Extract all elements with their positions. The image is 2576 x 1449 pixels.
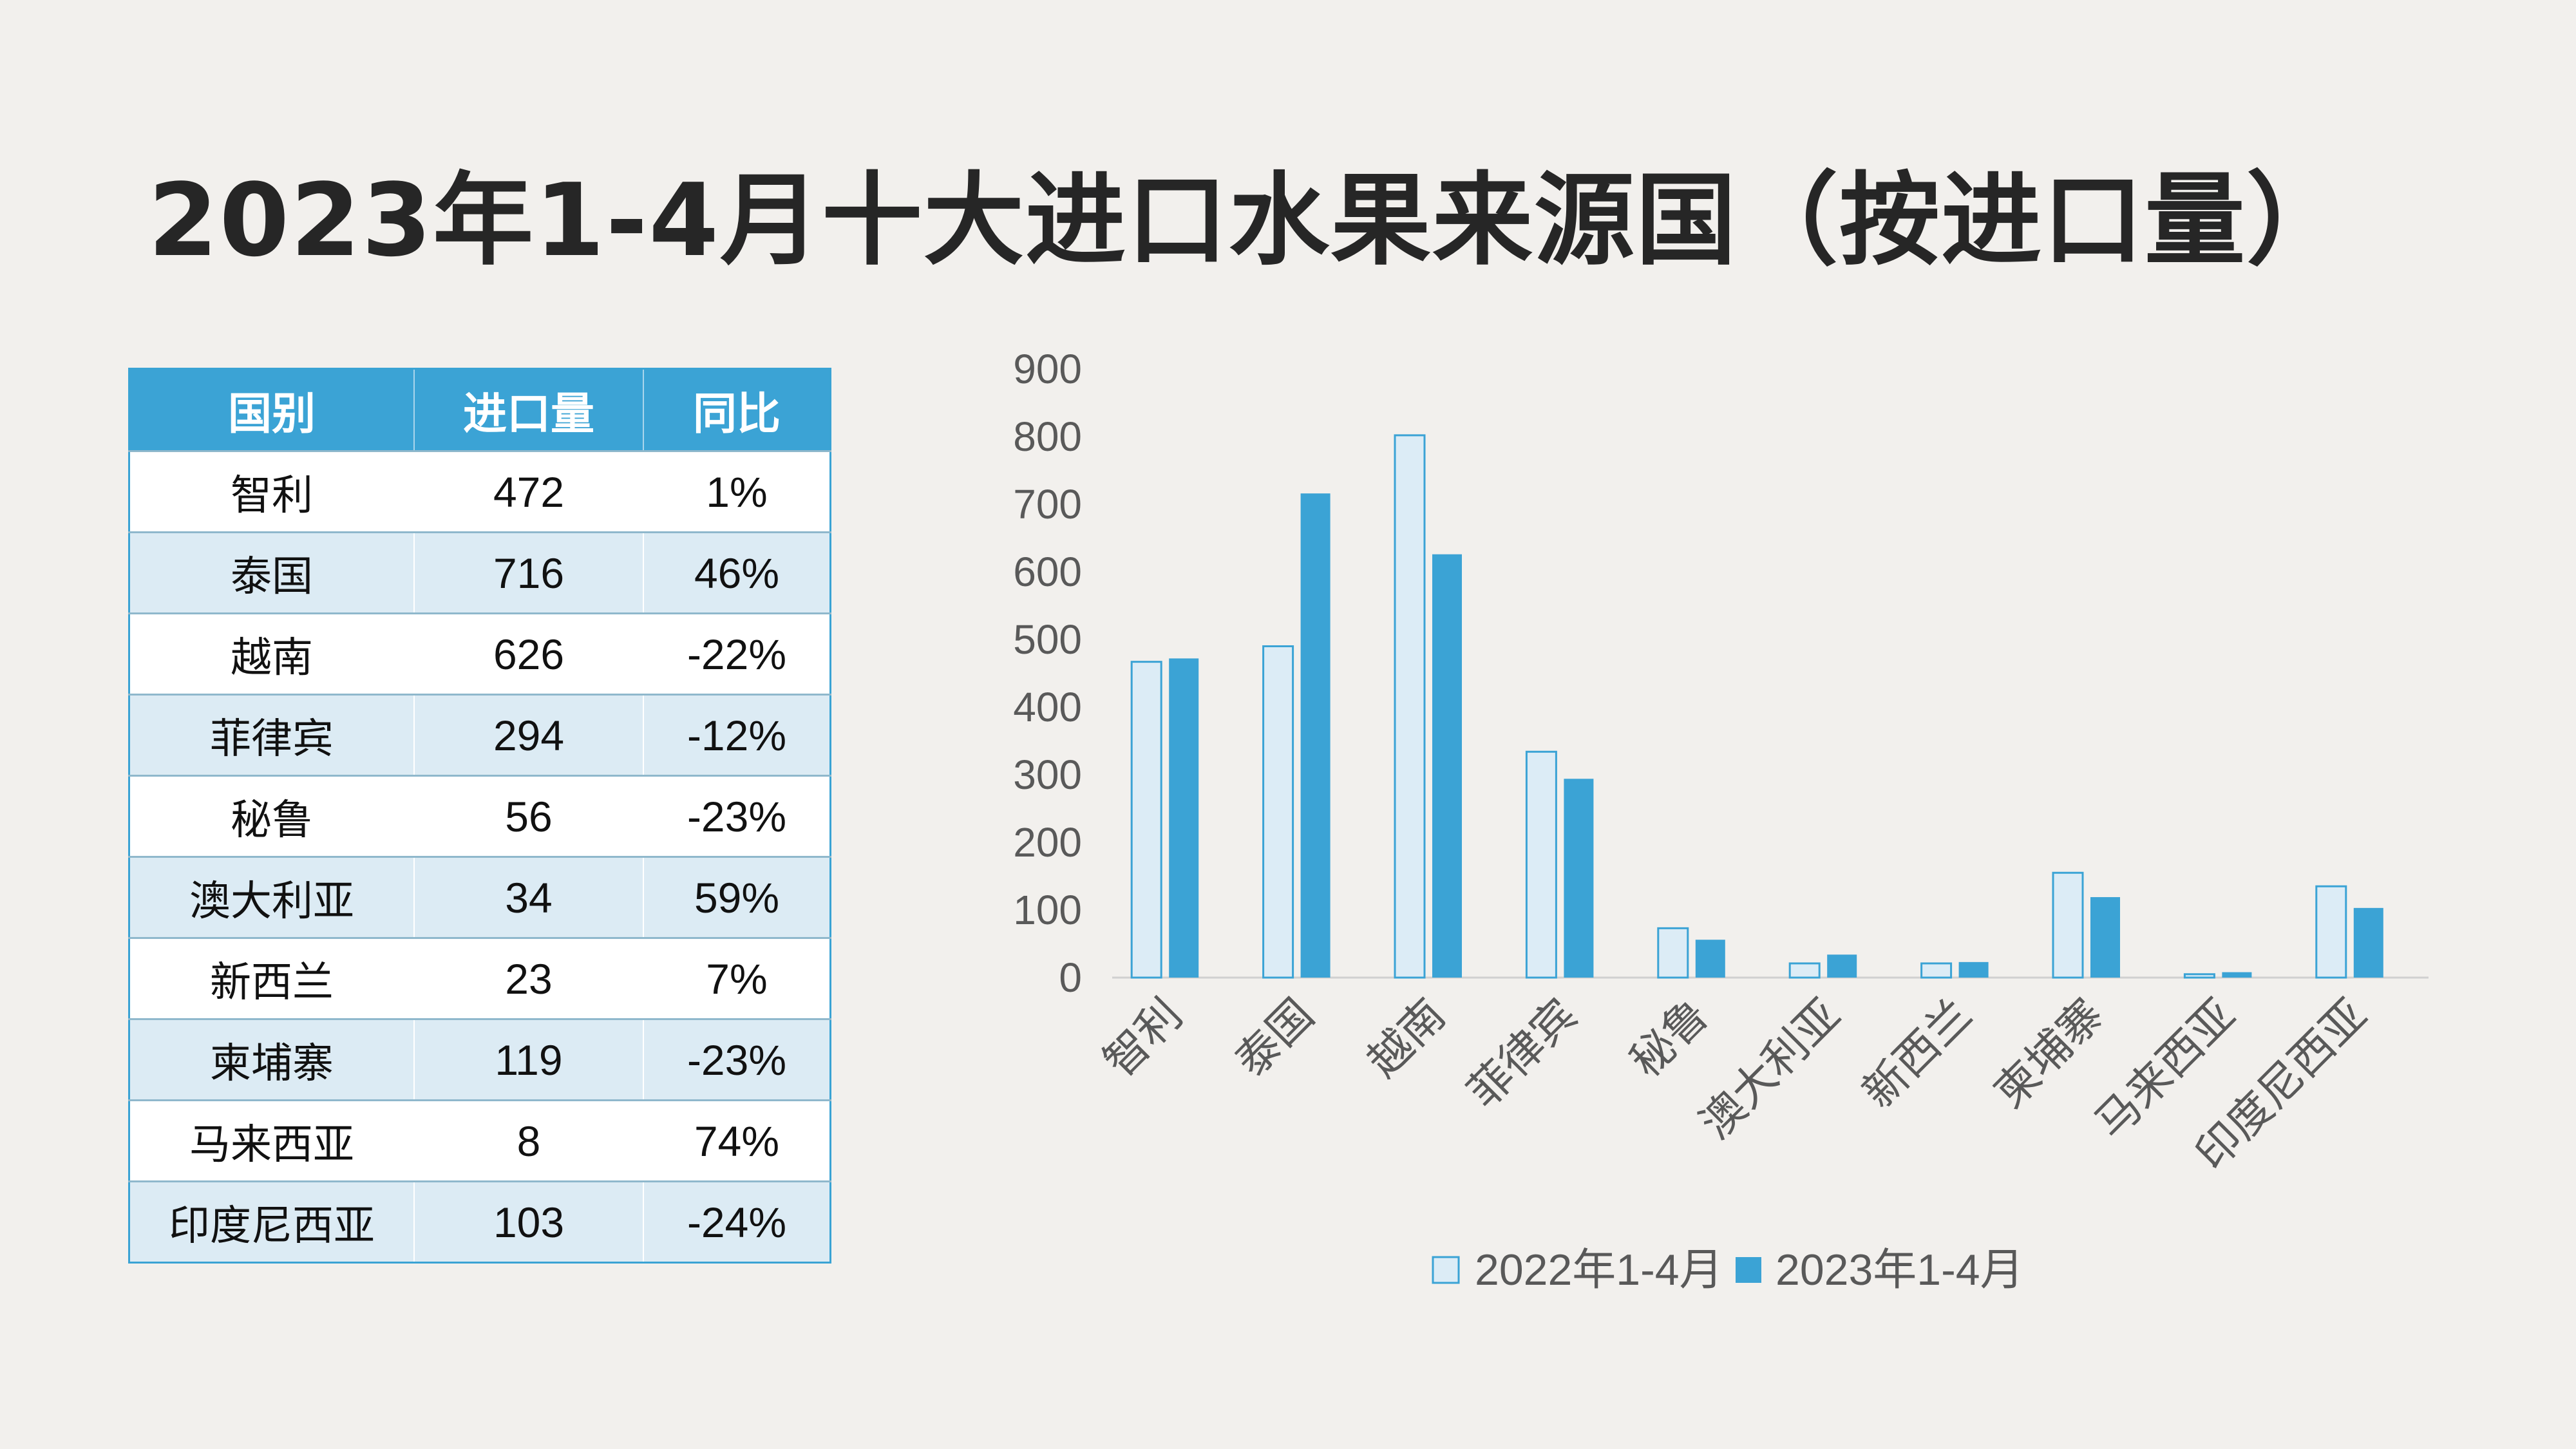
- bar-2023: [1958, 961, 1989, 978]
- header-volume: 进口量: [413, 368, 643, 451]
- bar-2022: [2052, 871, 2084, 979]
- cell-yoy: -22%: [643, 612, 831, 695]
- legend-label: 2022年1-4月: [1475, 1245, 1723, 1294]
- header-country: 国别: [129, 368, 414, 451]
- cell-volume: 626: [413, 612, 643, 695]
- x-tick-label: 柬埔寨: [1985, 990, 2113, 1117]
- bar-2022: [1525, 750, 1557, 979]
- y-tick-label: 100: [1013, 887, 1082, 933]
- y-tick-label: 800: [1013, 413, 1082, 460]
- cell-volume: 294: [413, 694, 643, 776]
- header-yoy: 同比: [643, 368, 831, 451]
- cell-country: 马来西亚: [129, 1099, 414, 1182]
- x-tick-label: 秘鲁: [1621, 990, 1718, 1086]
- legend-swatch: [1736, 1257, 1761, 1283]
- cell-yoy: 59%: [643, 856, 831, 938]
- cell-volume: 34: [413, 856, 643, 938]
- bar-2022: [2315, 885, 2347, 979]
- cell-country: 秘鲁: [129, 775, 414, 857]
- bar-2022: [1920, 962, 1953, 979]
- cell-country: 越南: [129, 612, 414, 695]
- bar-2022: [1788, 962, 1821, 979]
- bar-2022: [2183, 973, 2215, 979]
- table-row: 澳大利亚 34 59%: [129, 856, 831, 938]
- bar-2023: [2222, 972, 2252, 978]
- y-tick-label: 300: [1013, 752, 1082, 798]
- cell-yoy: -24%: [643, 1180, 831, 1263]
- x-tick-label: 智利: [1095, 990, 1191, 1086]
- bar-2023: [2353, 907, 2383, 978]
- table-row: 越南 626 -22%: [129, 612, 831, 695]
- y-tick-label: 500: [1013, 616, 1082, 663]
- x-tick-label: 新西兰: [1853, 990, 1981, 1117]
- cell-volume: 119: [413, 1018, 643, 1101]
- y-tick-label: 900: [1013, 346, 1082, 392]
- x-tick-label: 越南: [1358, 990, 1455, 1086]
- x-tick-label: 泰国: [1226, 990, 1323, 1086]
- bar-2023: [1432, 554, 1462, 978]
- y-tick-label: 200: [1013, 819, 1082, 866]
- cell-yoy: -23%: [643, 1018, 831, 1101]
- bar-2023: [1564, 779, 1594, 978]
- table-row: 秘鲁 56 -23%: [129, 775, 831, 857]
- import-table: 国别 进口量 同比 智利 472 1% 泰国 716 46% 越南 626 -22% 菲律宾 294…: [128, 368, 831, 1264]
- y-tick-label: 600: [1013, 549, 1082, 595]
- table-row: 柬埔寨 119 -23%: [129, 1018, 831, 1101]
- legend-swatch: [1432, 1256, 1460, 1284]
- y-tick-label: 0: [1059, 954, 1082, 1001]
- bar-2022: [1262, 645, 1294, 979]
- cell-country: 柬埔寨: [129, 1018, 414, 1101]
- cell-country: 菲律宾: [129, 694, 414, 776]
- y-tick-label: 700: [1013, 481, 1082, 527]
- cell-yoy: -23%: [643, 775, 831, 857]
- table-row: 新西兰 23 7%: [129, 937, 831, 1019]
- cell-yoy: 74%: [643, 1099, 831, 1182]
- cell-yoy: 7%: [643, 937, 831, 1019]
- cell-volume: 716: [413, 531, 643, 614]
- cell-volume: 23: [413, 937, 643, 1019]
- x-tick-label: 菲律宾: [1459, 990, 1586, 1117]
- table-row: 泰国 716 46%: [129, 531, 831, 614]
- cell-volume: 56: [413, 775, 643, 857]
- bar-2023: [1300, 493, 1331, 978]
- x-tick-label: 澳大利亚: [1691, 990, 1850, 1148]
- cell-country: 泰国: [129, 531, 414, 614]
- page-title: 2023年1-4月十大进口水果来源国（按进口量）: [148, 162, 2349, 279]
- bar-2022: [1394, 434, 1426, 979]
- bar-2023: [1695, 940, 1725, 978]
- table-row: 智利 472 1%: [129, 450, 831, 533]
- table-row: 印度尼西亚 103 -24%: [129, 1180, 831, 1263]
- table-row: 菲律宾 294 -12%: [129, 694, 831, 776]
- bar-2023: [1169, 658, 1199, 978]
- bar-2022: [1657, 927, 1689, 979]
- bar-2023: [1827, 954, 1857, 978]
- cell-yoy: -12%: [643, 694, 831, 776]
- cell-country: 印度尼西亚: [129, 1180, 414, 1263]
- cell-yoy: 46%: [643, 531, 831, 614]
- cell-volume: 472: [413, 450, 643, 533]
- cell-country: 智利: [129, 450, 414, 533]
- cell-yoy: 1%: [643, 450, 831, 533]
- cell-country: 澳大利亚: [129, 856, 414, 938]
- bar-2023: [2090, 897, 2120, 978]
- legend-label: 2023年1-4月: [1776, 1245, 2024, 1294]
- cell-volume: 103: [413, 1180, 643, 1263]
- table-row: 马来西亚 8 74%: [129, 1099, 831, 1182]
- cell-volume: 8: [413, 1099, 643, 1182]
- y-tick-label: 400: [1013, 684, 1082, 730]
- cell-country: 新西兰: [129, 937, 414, 1019]
- bar-2022: [1130, 661, 1162, 979]
- table-header: 国别 进口量 同比: [129, 368, 831, 451]
